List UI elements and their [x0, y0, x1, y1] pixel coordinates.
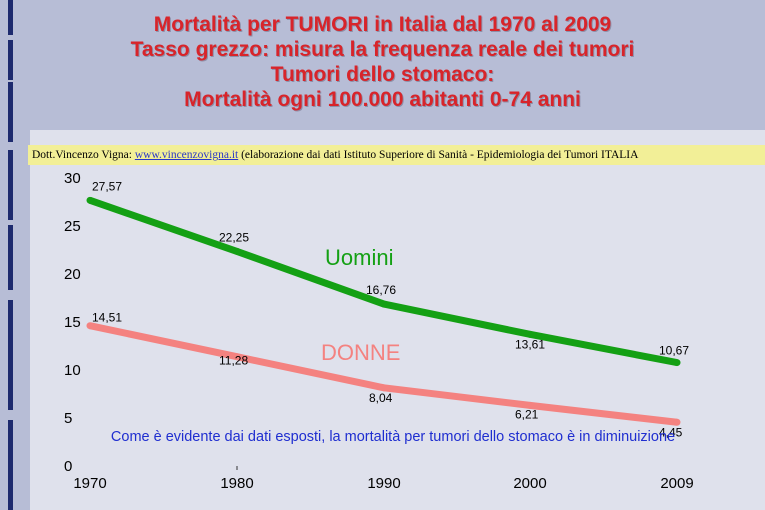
data-point-women	[526, 401, 534, 409]
y-tick-label: 0	[64, 458, 72, 475]
series-name-women: DONNE	[321, 340, 400, 365]
x-tick-label: 1980	[220, 475, 253, 492]
data-label-men: 10,67	[659, 344, 689, 358]
y-tick-label: 10	[64, 362, 81, 379]
data-point-women	[233, 353, 241, 361]
title-line-3: Tumori dello stomaco:	[270, 63, 495, 86]
y-tick-label: 5	[64, 410, 72, 427]
title-line-4: Mortalità ogni 100.000 abitanti 0-74 ann…	[184, 88, 581, 111]
data-label-women: 14,51	[92, 311, 122, 325]
credit-author: Dott.Vincenzo Vigna:	[32, 149, 132, 161]
data-label-men: 22,25	[219, 230, 249, 244]
data-label-women: 11,28	[219, 354, 248, 368]
series-line-men	[88, 197, 678, 367]
y-tick-label: 25	[64, 218, 81, 235]
data-point-women	[86, 322, 94, 330]
data-label-women: 6,21	[515, 407, 539, 421]
credit-link[interactable]: www.vincenzovigna.it	[134, 149, 239, 161]
x-tick-label: 2009	[660, 475, 693, 492]
series-name-men: Uomini	[325, 245, 393, 270]
credit-source: (elaborazione dai dati Istituto Superior…	[241, 149, 639, 161]
data-point-women	[380, 384, 388, 392]
credit-bar: Dott.Vincenzo Vigna: www.vincenzovigna.i…	[28, 145, 765, 165]
left-decoration	[0, 0, 16, 510]
data-point-men	[673, 359, 681, 367]
data-point-women	[673, 418, 681, 426]
data-point-men	[526, 330, 534, 338]
data-point-men	[380, 300, 388, 308]
data-point-men	[86, 196, 94, 204]
x-tick-label: 1990	[367, 475, 400, 492]
data-label-men: 16,76	[366, 283, 396, 297]
title-line-1: Mortalità per TUMORI in Italia dal 1970 …	[153, 13, 612, 36]
data-label-men: 13,61	[515, 337, 545, 351]
title-line-2: Tasso grezzo: misura la frequenza reale …	[130, 38, 635, 61]
y-tick-label: 15	[64, 314, 81, 331]
data-label-women: 4,45	[659, 425, 683, 439]
x-tick-label: 2000	[513, 475, 546, 492]
slide-title: Mortalità per TUMORI in Italia dal 1970 …	[0, 12, 765, 112]
conclusion-note: Come è evidente dai dati esposti, la mor…	[110, 429, 676, 445]
data-point-men	[233, 247, 241, 255]
chart-panel	[30, 130, 765, 510]
y-tick-label: 20	[64, 266, 81, 283]
x-tick-label: 1970	[73, 475, 106, 492]
y-tick-label: 30	[64, 170, 81, 187]
data-label-men: 27,57	[92, 179, 122, 193]
data-label-women: 8,04	[369, 391, 393, 405]
